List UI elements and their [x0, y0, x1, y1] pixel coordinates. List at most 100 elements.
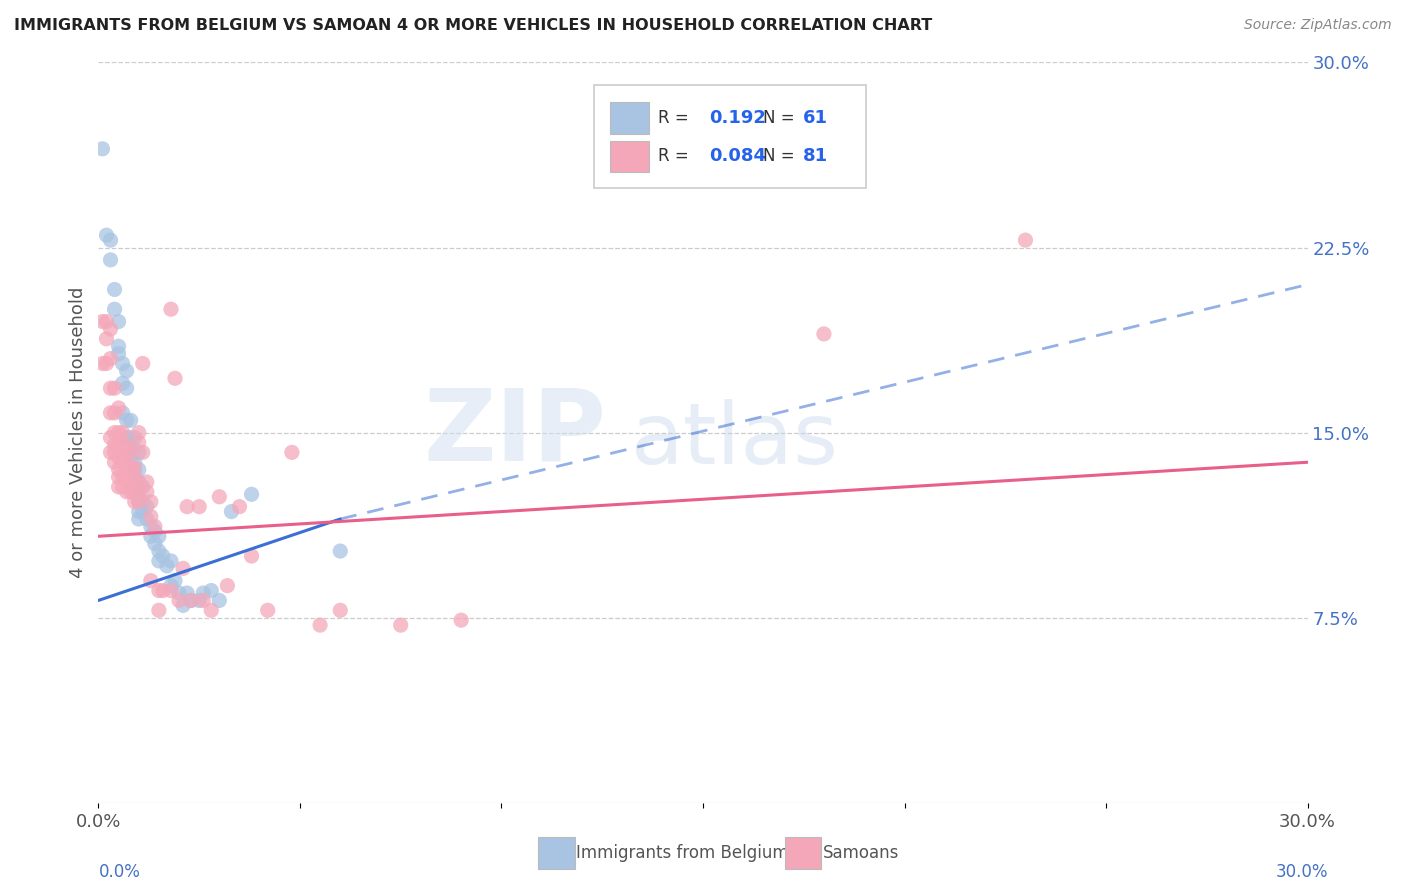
Point: [139, 529, 162, 543]
FancyBboxPatch shape: [595, 85, 866, 188]
Point: [1014, 233, 1036, 247]
Point: [103, 438, 125, 452]
Point: [111, 455, 134, 469]
Point: [163, 574, 186, 588]
Point: [111, 376, 134, 391]
Point: [309, 618, 332, 632]
Point: [100, 233, 122, 247]
Point: [100, 431, 122, 445]
Point: [107, 346, 129, 360]
Text: R =: R =: [658, 147, 695, 165]
Point: [256, 603, 278, 617]
Point: [148, 529, 170, 543]
Point: [329, 544, 352, 558]
Point: [180, 593, 202, 607]
Point: [96, 332, 118, 346]
Point: [100, 406, 122, 420]
Point: [120, 445, 142, 459]
Point: [96, 357, 118, 371]
Text: N =: N =: [763, 109, 794, 127]
Point: [172, 599, 194, 613]
Point: [167, 593, 190, 607]
Point: [128, 475, 150, 489]
Point: [103, 455, 125, 469]
Point: [132, 480, 155, 494]
Point: [128, 512, 150, 526]
Point: [103, 445, 125, 459]
Point: [152, 583, 174, 598]
Point: [103, 425, 125, 440]
Point: [100, 322, 122, 336]
Point: [128, 494, 150, 508]
Point: [124, 470, 146, 484]
Point: [148, 603, 170, 617]
Text: ZIP: ZIP: [423, 384, 606, 481]
Point: [96, 314, 118, 328]
Point: [160, 579, 183, 593]
Point: [450, 613, 472, 627]
Point: [208, 593, 231, 607]
Point: [135, 484, 157, 499]
Text: 0.192: 0.192: [709, 109, 766, 127]
Point: [100, 351, 122, 366]
Point: [135, 475, 157, 489]
Point: [163, 371, 186, 385]
Text: Immigrants from Belgium: Immigrants from Belgium: [576, 844, 789, 862]
Point: [100, 252, 122, 267]
Point: [128, 484, 150, 499]
Point: [111, 438, 134, 452]
Point: [160, 554, 183, 568]
Point: [128, 505, 150, 519]
Text: 0.0%: 0.0%: [98, 863, 141, 881]
Point: [107, 480, 129, 494]
Point: [107, 438, 129, 452]
Text: Source: ZipAtlas.com: Source: ZipAtlas.com: [1244, 18, 1392, 32]
Point: [115, 460, 138, 475]
Point: [124, 480, 146, 494]
Point: [96, 228, 118, 243]
Point: [107, 314, 129, 328]
Point: [281, 445, 304, 459]
Point: [115, 470, 138, 484]
Point: [120, 431, 142, 445]
Point: [208, 490, 231, 504]
Point: [135, 500, 157, 514]
Point: [120, 475, 142, 489]
Point: [813, 326, 835, 341]
Text: IMMIGRANTS FROM BELGIUM VS SAMOAN 4 OR MORE VEHICLES IN HOUSEHOLD CORRELATION CH: IMMIGRANTS FROM BELGIUM VS SAMOAN 4 OR M…: [14, 18, 932, 33]
Text: atlas: atlas: [630, 399, 838, 482]
Point: [132, 494, 155, 508]
Point: [100, 381, 122, 395]
Point: [160, 302, 183, 317]
Point: [107, 401, 129, 415]
Point: [115, 413, 138, 427]
Point: [329, 603, 352, 617]
Point: [111, 425, 134, 440]
Point: [124, 484, 146, 499]
Point: [103, 302, 125, 317]
Point: [111, 357, 134, 371]
Point: [132, 357, 155, 371]
Point: [91, 314, 114, 328]
Point: [120, 484, 142, 499]
Point: [124, 475, 146, 489]
Text: 61: 61: [803, 109, 828, 127]
Point: [115, 364, 138, 378]
Point: [124, 442, 146, 457]
Point: [111, 480, 134, 494]
Point: [120, 460, 142, 475]
Point: [124, 460, 146, 475]
Point: [160, 583, 183, 598]
FancyBboxPatch shape: [610, 141, 648, 172]
Point: [156, 558, 179, 573]
Point: [240, 487, 263, 501]
Point: [91, 357, 114, 371]
Text: Samoans: Samoans: [823, 844, 898, 862]
Point: [103, 406, 125, 420]
Point: [143, 519, 166, 533]
Point: [128, 487, 150, 501]
Point: [124, 462, 146, 476]
Point: [176, 500, 198, 514]
Text: 81: 81: [803, 147, 828, 165]
Text: R =: R =: [658, 109, 695, 127]
